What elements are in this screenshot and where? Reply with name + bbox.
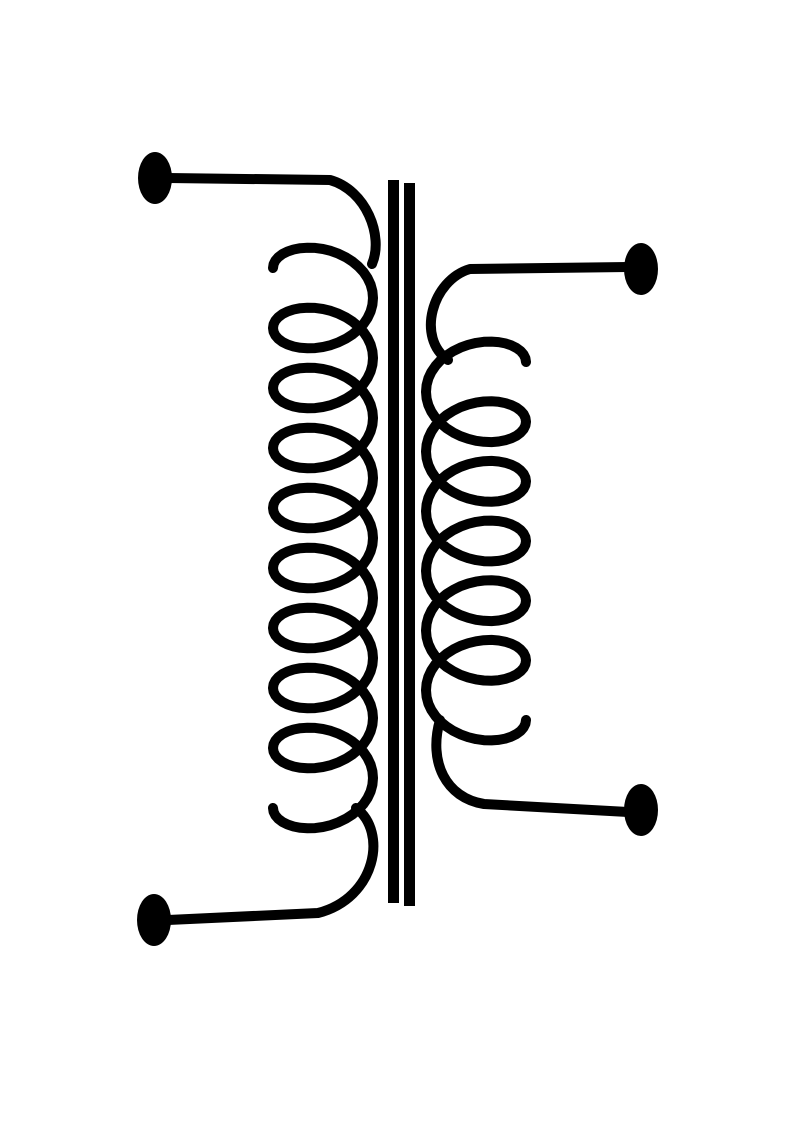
transformer-core <box>388 180 415 906</box>
secondary-winding <box>421 243 658 836</box>
secondary-lead-bottom <box>431 715 633 817</box>
secondary-terminal-bottom <box>624 784 658 836</box>
primary-winding <box>137 152 381 946</box>
primary-coil <box>268 242 378 834</box>
secondary-terminal-top <box>624 243 658 295</box>
primary-lead-top <box>163 173 381 269</box>
secondary-lead-top <box>426 262 633 365</box>
primary-terminal-top <box>138 152 172 204</box>
core-line-left <box>388 180 399 903</box>
primary-terminal-bottom <box>137 894 171 946</box>
secondary-coil <box>421 336 531 746</box>
primary-lead-bottom <box>163 803 379 925</box>
core-line-right <box>404 183 415 906</box>
